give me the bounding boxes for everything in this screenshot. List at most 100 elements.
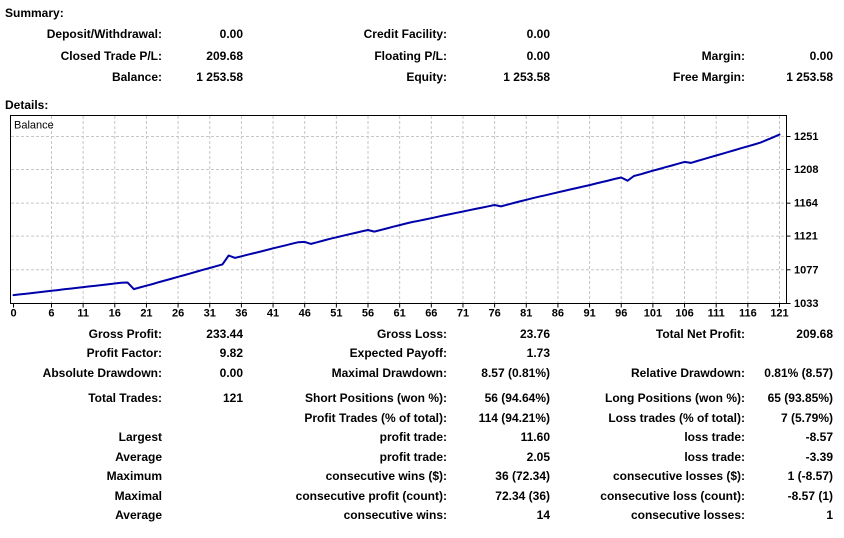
stat-label: Relative Drawdown: [630,365,745,380]
stat-value: 114 (94.21%) [478,410,550,425]
stat-value: 1 (-8.57) [787,469,833,483]
stat-value: -8.57 (1) [787,488,833,503]
stat-label: Equity: [406,70,447,84]
stat-label: Short Positions (won %): [305,391,447,405]
stat-label: Total Net Profit: [655,326,745,341]
x-tick-label: 41 [267,307,279,319]
stat-label: Average [115,449,162,464]
x-tick-label: 71 [457,307,469,319]
x-tick-label: 0 [10,307,16,319]
x-tick-label: 106 [675,307,693,319]
stat-value: 56 (94.64%) [484,391,550,405]
stat-label: Free Margin: [672,70,745,84]
stat-label: consecutive profit (count): [295,488,447,503]
stat-value: -3.39 [805,449,833,464]
stat-label: Maximum [106,469,162,483]
stat-label: Expected Payoff: [349,346,447,360]
x-tick-label: 111 [708,307,725,319]
x-tick-label: 91 [583,307,595,319]
stat-label: Maximal [114,488,162,503]
chart-legend-label: Balance [14,119,54,131]
balance-line [12,133,781,296]
y-tick-label: 1077 [794,264,818,276]
stat-label: Maximal Drawdown: [331,365,447,380]
stat-label: Floating P/L: [374,48,447,63]
x-tick-label: 66 [425,307,437,319]
stat-value [162,467,243,487]
stat-label: Closed Trade P/L: [60,48,162,63]
stat-value: 1 [826,508,833,522]
details-table: Gross Profit: 233.44 Gross Loss: 23.76 Total… [0,325,844,526]
stat-value: 0.00 [526,27,550,41]
stat-value: -8.57 [805,430,833,444]
stat-label: Gross Loss: [376,326,447,341]
balance-chart: 0 6 11 16 21 26 31 36 41 46 51 56 61 66 71 76 81 86 91 96 10… [0,114,844,320]
stat-value: 1 253.58 [503,70,550,84]
stat-label: consecutive wins: [343,508,447,522]
account-statement-report: Summary: Deposit/Withdrawal: 0.00 Credit F… [0,6,844,526]
stat-label [550,344,745,364]
x-tick-label: 96 [615,307,627,319]
stat-value [162,409,243,429]
x-tick-label: 21 [140,307,152,319]
stat-value: 209.68 [206,48,243,63]
stat-value: 0.00 [219,365,243,380]
stat-label: Gross Profit: [88,326,162,341]
stat-value: 23.76 [519,326,550,341]
stat-label: loss trade: [684,430,745,444]
x-tick-label: 11 [77,307,89,319]
stat-value: 233.44 [206,326,243,341]
stat-label: consecutive wins ($): [325,469,447,483]
stat-label: Credit Facility: [363,27,447,41]
x-tick-label: 76 [488,307,500,319]
x-tick-label: 121 [770,307,788,319]
balance-chart-svg: 0 6 11 16 21 26 31 36 41 46 51 56 61 66 71 76 81 86 91 96 10… [10,114,819,319]
x-tick-label: 61 [394,307,406,319]
stat-label: Long Positions (won %): [605,391,745,405]
stat-label: Balance: [111,70,162,84]
stat-label: consecutive losses ($): [612,469,745,483]
x-tick-label: 86 [552,307,564,319]
stat-value: 0.00 [219,27,243,41]
x-tick-label: 26 [172,307,184,319]
x-tick-label: 51 [330,307,342,319]
stat-value: 0.00 [809,48,833,63]
x-tick-label: 116 [739,307,757,319]
stat-label: Loss trades (% of total): [608,410,745,425]
stat-value: 209.68 [796,326,833,341]
details-section-title: Details: [5,97,49,112]
summary-table: Deposit/Withdrawal: 0.00 Credit Facility: 0… [0,24,844,89]
stat-label [0,409,162,429]
stat-value: 9.82 [219,346,243,360]
stat-label: Largest [118,430,162,444]
stat-value: 2.05 [526,449,550,464]
y-tick-label: 1164 [794,197,819,209]
stat-value: 1.73 [526,346,550,360]
stat-label: Profit Trades (% of total): [304,410,447,425]
stat-value: 8.57 (0.81%) [481,365,550,380]
x-tick-label: 101 [644,307,662,319]
stat-value: 7 (5.79%) [780,410,833,425]
stat-label: profit trade: [379,449,447,464]
stat-value: 14 [536,508,550,522]
stat-value: 1 253.58 [786,70,833,84]
stat-value [745,344,833,364]
stat-value [162,506,243,526]
stat-value: 65 (93.85%) [767,391,833,405]
y-tick-label: 1208 [794,163,818,175]
x-tick-label: 81 [520,307,532,319]
x-tick-label: 56 [362,307,374,319]
plot-frame [10,114,787,304]
stat-label: Deposit/Withdrawal: [46,27,162,41]
stat-label: profit trade: [379,430,447,444]
stat-value: 0.00 [526,48,550,63]
stat-value: 121 [222,391,243,405]
stat-value [745,24,833,46]
x-tick-label: 31 [204,307,216,319]
stat-value: 11.60 [520,430,550,444]
x-tick-label: 16 [109,307,121,319]
x-tick-label: 46 [299,307,311,319]
y-tick-label: 1033 [794,298,818,310]
stat-label: Total Trades: [88,391,162,405]
stat-label: consecutive loss (count): [600,488,745,503]
